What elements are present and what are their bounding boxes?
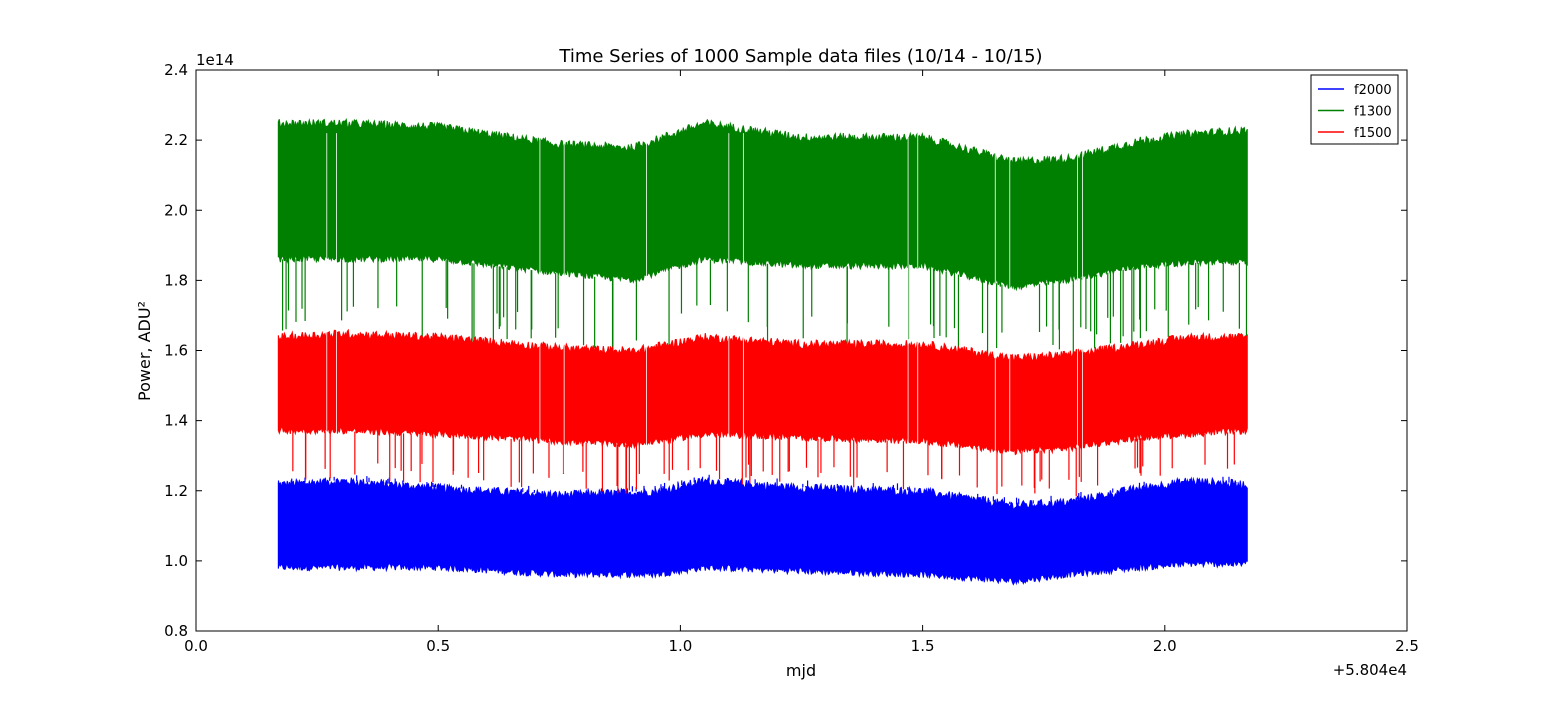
y-tick-label: 1.0 xyxy=(164,552,188,570)
x-tick-label: 1.0 xyxy=(668,637,692,655)
x-tick-label: 1.5 xyxy=(911,637,935,655)
x-offset-label: +5.804e4 xyxy=(1333,661,1407,679)
series-f1500 xyxy=(277,328,1248,497)
series-layer xyxy=(277,117,1248,586)
legend: f2000 f1300 f1500 xyxy=(1310,74,1399,145)
x-tick-label: 0.5 xyxy=(426,637,450,655)
x-tick-label: 2.0 xyxy=(1153,637,1177,655)
y-tick-label: 1.8 xyxy=(164,271,188,289)
y-tick-label: 1.2 xyxy=(164,482,188,500)
y-tick-label: 2.4 xyxy=(164,61,188,79)
series-band-f2000 xyxy=(277,476,1248,586)
y-tick-label: 2.0 xyxy=(164,201,188,219)
y-scale-label: 1e14 xyxy=(196,51,234,69)
legend-label-f1300: f1300 xyxy=(1354,105,1392,120)
x-tick-label: 2.5 xyxy=(1395,637,1419,655)
y-axis: 0.8 1.0 1.2 1.4 1.6 1.8 2.0 2.2 2.4 xyxy=(164,61,1407,640)
series-f1300 xyxy=(277,117,1248,366)
legend-label-f2000: f2000 xyxy=(1354,83,1392,98)
y-tick-label: 1.6 xyxy=(164,342,188,360)
x-tick-label: 0.0 xyxy=(184,637,208,655)
y-tick-label: 2.2 xyxy=(164,131,188,149)
legend-label-f1500: f1500 xyxy=(1354,126,1392,141)
series-band-f1500 xyxy=(277,328,1248,456)
x-axis-label: mjd xyxy=(786,661,816,680)
x-axis: 0.0 0.5 1.0 1.5 2.0 2.5 xyxy=(184,70,1419,655)
series-f2000 xyxy=(277,474,1248,586)
y-axis-label: Power, ADU² xyxy=(135,301,154,401)
y-tick-label: 1.4 xyxy=(164,412,188,430)
y-tick-label: 0.8 xyxy=(164,622,188,640)
series-band-f1300 xyxy=(277,117,1248,292)
chart-title: Time Series of 1000 Sample data files (1… xyxy=(558,46,1042,67)
